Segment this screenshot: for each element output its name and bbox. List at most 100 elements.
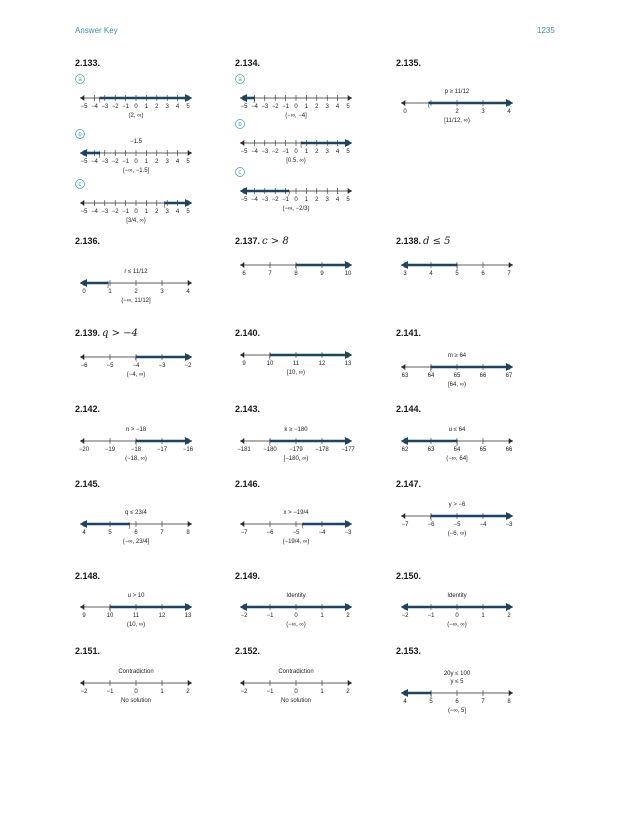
interval-notation: (−∞, 5] [448, 708, 466, 714]
interval-notation: (2, ∞) [129, 113, 144, 119]
inequality-label: u > 10 [128, 593, 146, 599]
tick-label: 4 [186, 289, 190, 295]
endpoint-bracket: ( [109, 606, 111, 612]
problem-number: 2.145. [75, 479, 100, 489]
arrow-left [401, 513, 405, 519]
inequality-label: 20y ≤ 100 [444, 671, 471, 677]
tick-label: −177 [341, 447, 355, 453]
endpoint-bracket: ] [129, 523, 131, 529]
problem-number: 2.146. [235, 479, 260, 489]
tick-label: 1 [305, 149, 309, 155]
tick-label: −5 [81, 104, 89, 110]
tick-label: 0 [294, 149, 298, 155]
tick-label: 62 [402, 447, 409, 453]
tick-label: 11 [133, 613, 140, 619]
tick-label: 2 [346, 689, 350, 695]
tick-label: 0 [82, 289, 86, 295]
arrow-left [240, 680, 244, 686]
tick-label: −3 [261, 104, 269, 110]
tick-label: −181 [237, 447, 251, 453]
tick-label: −20 [79, 447, 90, 453]
problem-number: 2.151. [75, 646, 100, 656]
tick-label: 4 [403, 699, 407, 705]
endpoint-bracket: [ [269, 440, 271, 446]
tick-label: 7 [481, 699, 485, 705]
interval-notation: (−∞, −1.5] [123, 168, 150, 174]
endpoint-bracket: [ [269, 354, 271, 360]
arrow-right [188, 521, 192, 527]
interval-notation: [0.5, ∞) [286, 158, 306, 164]
tick-label: 66 [506, 447, 513, 453]
tick-label: −5 [454, 522, 462, 528]
endpoint-bracket: [ [430, 366, 432, 372]
interval-notation: [3/4, ∞) [126, 218, 146, 224]
arrow-left [80, 354, 84, 360]
solution-arrow [240, 187, 247, 195]
solution-arrow [185, 603, 192, 611]
endpoint-bracket: ( [99, 97, 101, 103]
tick-label: 8 [507, 699, 511, 705]
tick-label: −5 [107, 363, 115, 369]
running-header-section: Answer Key [75, 26, 118, 35]
solution-arrow [506, 363, 513, 371]
tick-label: 3 [166, 104, 170, 110]
tick-label: 63 [428, 447, 435, 453]
tick-label: 9 [242, 361, 246, 367]
tick-label: 4 [336, 197, 340, 203]
tick-label: −5 [241, 104, 249, 110]
arrow-right [509, 690, 513, 696]
tick-label: −1 [282, 104, 290, 110]
solution-arrow [185, 94, 192, 102]
solution-arrow [401, 689, 408, 697]
endpoint-bracket: ] [254, 97, 256, 103]
tick-label: −1 [267, 613, 275, 619]
interval-notation: No solution [281, 698, 311, 704]
problem-answer-inline: d ≤ 5 [423, 236, 451, 247]
interval-notation: [−180, ∞) [284, 456, 309, 462]
problem-answer-inline: c > 8 [262, 236, 289, 247]
arrow-left [240, 521, 244, 527]
tick-label: 6 [455, 699, 459, 705]
tick-label: 4 [82, 530, 86, 536]
tick-label: −2 [112, 209, 120, 215]
solution-arrow [345, 520, 352, 528]
tick-label: 2 [315, 149, 319, 155]
endpoint-bracket: ] [107, 282, 109, 288]
tick-label: 3 [403, 271, 407, 277]
interval-notation: (−∞, ∞) [447, 622, 466, 628]
arrow-left [80, 604, 84, 610]
inequality-label: r ≤ 11/12 [124, 269, 148, 275]
tick-label: 4 [176, 209, 180, 215]
tick-label: −180 [263, 447, 277, 453]
inequality-label: y > −6 [449, 502, 466, 508]
tick-label: 1 [320, 613, 324, 619]
solution-arrow [506, 603, 513, 611]
tick-label: 9 [320, 271, 324, 277]
problem-number: 2.148. [75, 571, 100, 581]
part-label-circle [75, 129, 85, 139]
part-label-circle [75, 74, 85, 84]
tick-label: 1 [145, 159, 149, 165]
problem-number: 2.152. [235, 646, 260, 656]
tick-label: 63 [402, 373, 409, 379]
tick-label: −3 [506, 522, 514, 528]
tick-label: 5 [108, 530, 112, 536]
solution-arrow [401, 261, 408, 269]
endpoint-bracket: ( [302, 523, 304, 529]
solution-arrow [240, 94, 247, 102]
tick-label: 3 [166, 209, 170, 215]
tick-label: 13 [185, 613, 192, 619]
interval-notation: (−4, ∞) [127, 372, 145, 378]
tick-label: 3 [481, 109, 485, 115]
tick-label: 1 [320, 689, 324, 695]
tick-label: 0 [403, 109, 407, 115]
problem-number: 2.139. [75, 328, 100, 338]
solution-arrow [345, 603, 352, 611]
tick-label: 7 [507, 271, 511, 277]
interval-notation: (−∞, −2/3) [283, 206, 310, 212]
tick-label: −3 [159, 363, 167, 369]
tick-label: −4 [251, 149, 259, 155]
inequality-label: m ≥ 64 [448, 353, 467, 359]
part-label-circle [235, 74, 245, 84]
tick-label: 66 [480, 373, 487, 379]
